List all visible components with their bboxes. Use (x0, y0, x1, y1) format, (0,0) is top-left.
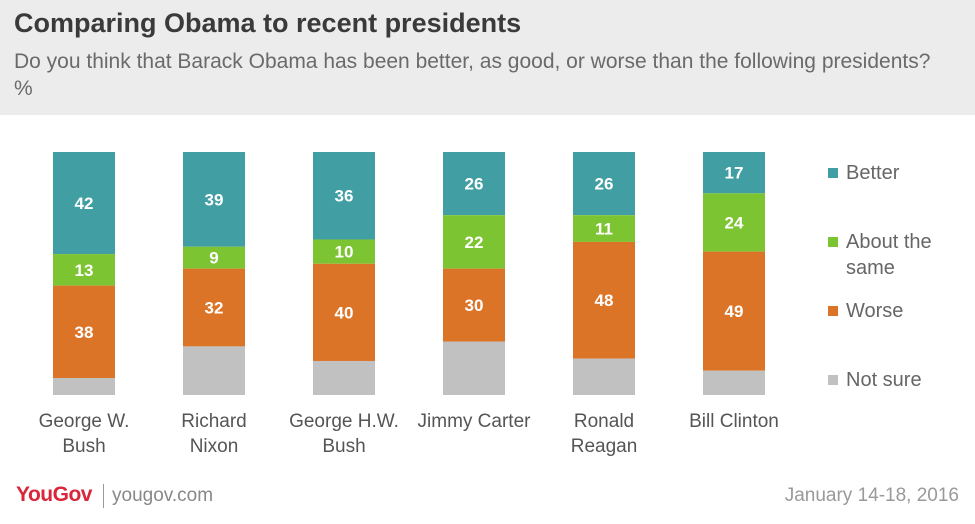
data-label: 48 (595, 291, 614, 310)
data-label: 17 (725, 164, 744, 183)
bar-segment (183, 346, 245, 395)
bar-segment (313, 239, 375, 264)
x-tick-label: Ronald (574, 411, 634, 432)
data-label: 40 (335, 303, 354, 322)
bar-segment (53, 285, 115, 378)
source: yougov.com (112, 485, 214, 506)
data-label: 10 (335, 243, 354, 262)
x-tick-label: Bill Clinton (689, 411, 779, 432)
data-label: 9 (209, 249, 218, 268)
legend-item: Not sure (828, 367, 975, 393)
x-tick-label: Richard (181, 411, 246, 432)
bar-segment (313, 360, 375, 395)
bar-segment (53, 254, 115, 286)
x-tick-label: Jimmy Carter (418, 411, 532, 432)
legend-swatch (828, 375, 838, 385)
bar-segment (573, 152, 635, 216)
legend-label: Worse (846, 300, 904, 322)
legend-label: Not sure (846, 369, 922, 391)
data-label: 22 (465, 233, 484, 252)
bar-segment (703, 152, 765, 194)
data-label: 36 (335, 187, 354, 206)
legend-item: Worse (828, 298, 975, 324)
bar-segment (573, 215, 635, 242)
data-label: 24 (725, 213, 744, 232)
x-tick-label: George H.W. (289, 411, 399, 432)
bar-segment (53, 152, 115, 255)
bar-segment (443, 341, 505, 395)
bar-segment (703, 370, 765, 395)
bar-segment (183, 268, 245, 347)
x-tick-label: George W. (39, 411, 130, 432)
data-label: 26 (595, 175, 614, 194)
x-tick-label: Reagan (571, 436, 638, 457)
data-label: 49 (725, 302, 744, 321)
chart-title: Comparing Obama to recent presidents (14, 8, 522, 38)
bar-segment (183, 152, 245, 247)
bar-segment (443, 152, 505, 216)
x-tick-label: Nixon (190, 436, 239, 457)
data-label: 26 (465, 175, 484, 194)
data-label: 30 (465, 296, 484, 315)
bar-segment (313, 263, 375, 361)
data-label: 42 (75, 194, 94, 213)
legend-swatch (828, 237, 838, 247)
legend-swatch (828, 306, 838, 316)
header: Comparing Obama to recent presidents Do … (0, 0, 975, 115)
data-label: 11 (595, 220, 613, 239)
data-label: 39 (205, 190, 224, 209)
bar-segment (573, 241, 635, 359)
bar-segment (183, 246, 245, 269)
bar-segment (703, 193, 765, 252)
bar-segment (53, 377, 115, 395)
x-tick-label: Bush (62, 436, 105, 457)
chart-subtitle: Do you think that Barack Obama has been … (14, 50, 931, 100)
logo: YouGov (16, 483, 92, 506)
bar-segment (703, 251, 765, 371)
legend-item: Better (828, 160, 975, 186)
data-label: 13 (75, 261, 94, 280)
legend-label: Better (846, 162, 900, 184)
bar-segment (443, 268, 505, 342)
divider (103, 484, 104, 508)
legend-swatch (828, 168, 838, 178)
data-label: 38 (75, 323, 94, 342)
date: January 14-18, 2016 (784, 485, 959, 506)
x-tick-label: Bush (322, 436, 365, 457)
legend-item: About the same (828, 229, 975, 281)
legend-label: About the same (846, 231, 932, 279)
bar-segment (443, 215, 505, 269)
bar-segment (313, 152, 375, 240)
bar-segment (573, 358, 635, 395)
data-label: 32 (205, 299, 224, 318)
